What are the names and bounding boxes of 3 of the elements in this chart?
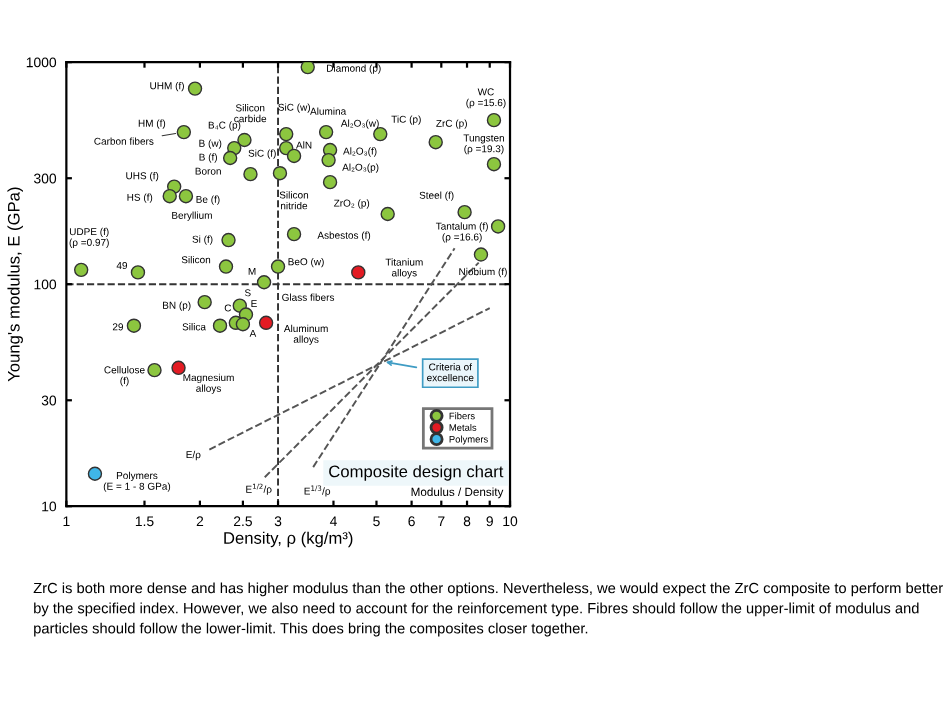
y-axis-title: Young's modulus, E (GPa) — [7, 187, 23, 382]
annotation: Composite design chart — [329, 465, 504, 481]
x-axis-title: Density, ρ (kg/m³) — [224, 531, 353, 548]
